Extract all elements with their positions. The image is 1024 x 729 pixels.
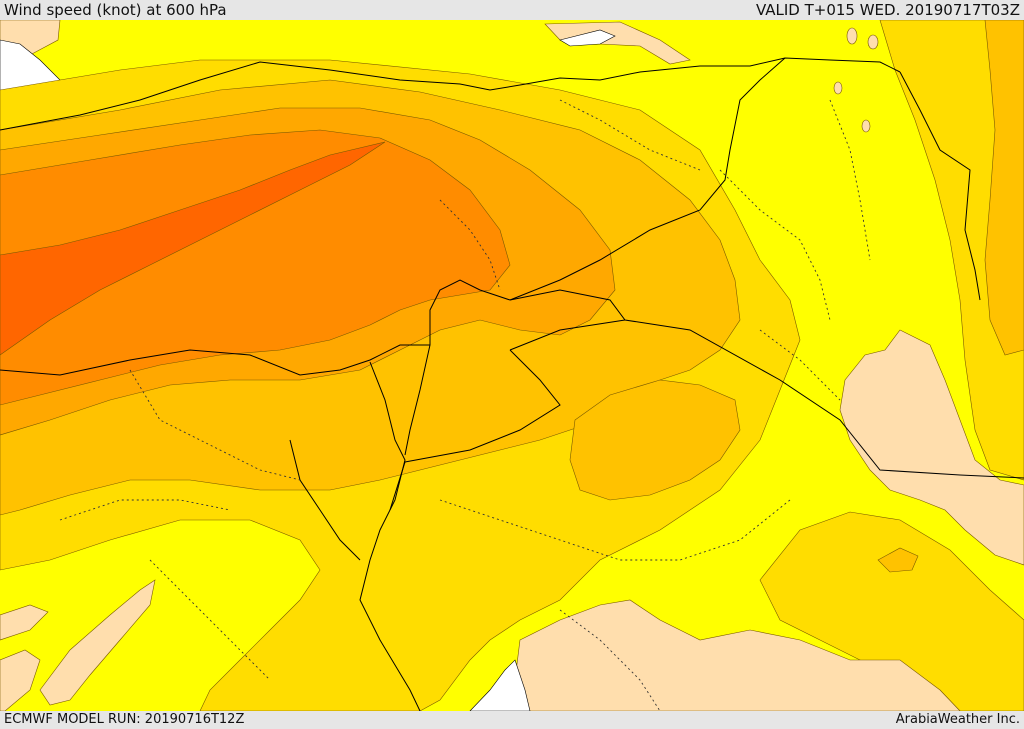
lakes (833, 27, 879, 133)
admin-boundaries (59, 99, 871, 711)
country-borders (0, 57, 1024, 711)
orange-band (0, 129, 511, 406)
valid-time: VALID T+015 WED. 20190717T03Z (755, 1, 1020, 19)
amber-spot-se (877, 547, 919, 573)
light-band-east (839, 329, 1024, 566)
model-run: ECMWF MODEL RUN: 20190716T12Z (4, 712, 245, 727)
map-title: Wind speed (knot) at 600 hPa (4, 1, 227, 19)
wind-speed-map (0, 20, 1024, 711)
amber-band-east (984, 20, 1024, 356)
jet-core (0, 141, 386, 356)
footer-bar: ECMWF MODEL RUN: 20190716T12Z ArabiaWeat… (0, 711, 1024, 729)
credit: ArabiaWeather Inc. (895, 712, 1020, 727)
inland-sea (559, 29, 616, 47)
light-band-sw3 (0, 649, 41, 711)
light-band-sw (39, 579, 156, 706)
gold-patch-se (759, 511, 1024, 711)
light-band-s (514, 599, 961, 711)
header-bar: Wind speed (knot) at 600 hPa VALID T+015… (0, 0, 1024, 20)
amber-patch-se (569, 379, 741, 501)
light-band-sw2 (0, 604, 49, 641)
gold-band-east (879, 20, 1024, 481)
sea-south (469, 659, 531, 711)
